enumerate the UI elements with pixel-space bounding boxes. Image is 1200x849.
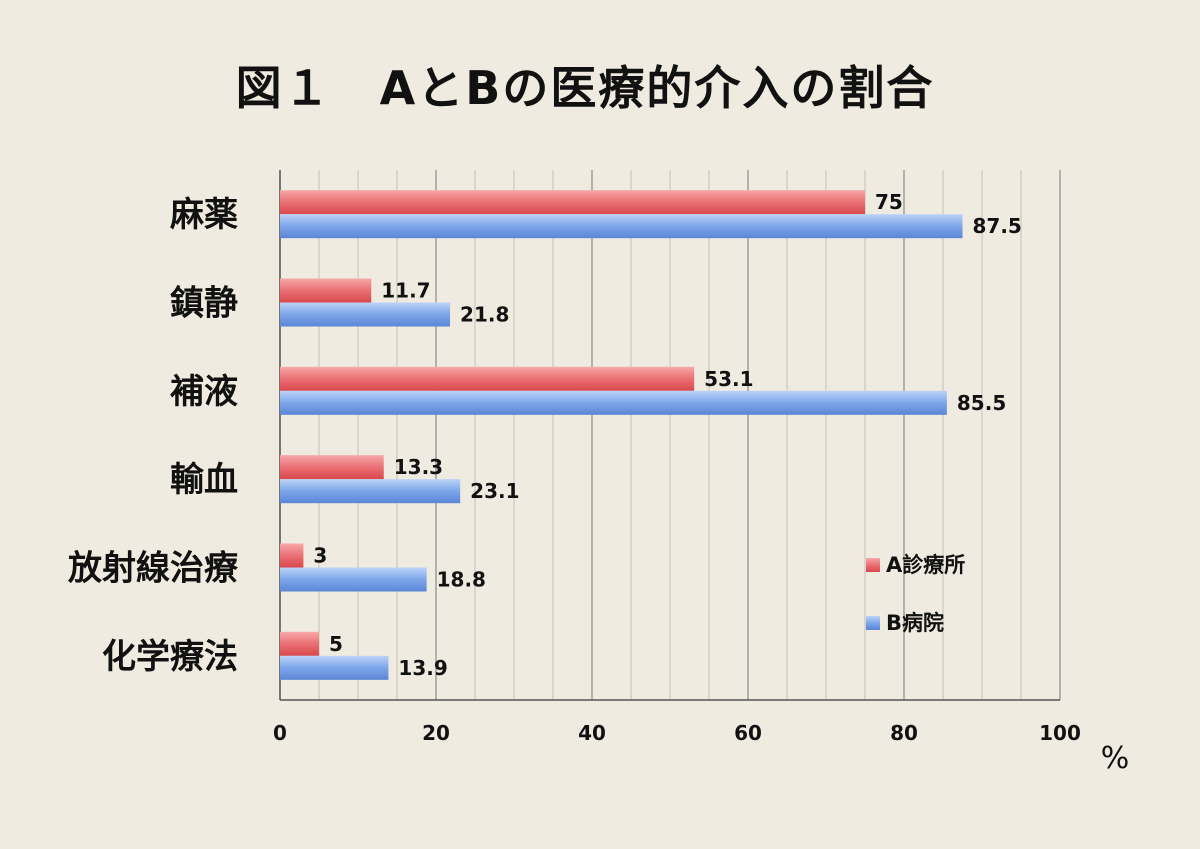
category-label: 麻薬 — [170, 195, 238, 235]
data-label: 18.8 — [437, 568, 486, 592]
data-label: 3 — [313, 544, 327, 568]
bar — [280, 390, 947, 415]
data-label: 13.9 — [398, 656, 447, 680]
bar — [280, 543, 304, 568]
category-label: 鎮静 — [170, 284, 238, 324]
bar — [280, 214, 963, 239]
data-label: 75 — [875, 190, 903, 214]
data-label: 5 — [329, 632, 343, 656]
gridlines — [279, 170, 1061, 701]
bar — [280, 655, 389, 680]
bar — [280, 567, 427, 592]
x-tick-label: 60 — [734, 721, 762, 745]
x-tick-label: 20 — [422, 721, 450, 745]
category-label: 放射線治療 — [68, 549, 239, 589]
data-label: 13.3 — [394, 455, 443, 479]
legend-label: B病院 — [886, 611, 944, 635]
bar — [280, 631, 319, 656]
x-axis-unit: % — [1101, 741, 1130, 776]
bar — [280, 278, 372, 303]
legend: A診療所 B病院 — [866, 553, 965, 635]
bar — [280, 479, 461, 504]
data-label: 21.8 — [460, 303, 509, 327]
bar — [280, 302, 451, 327]
x-tick-label: 40 — [578, 721, 606, 745]
bar — [280, 455, 384, 480]
data-label: 87.5 — [973, 214, 1022, 238]
bar — [280, 190, 865, 215]
data-label: 85.5 — [957, 391, 1006, 415]
category-label: 補液 — [170, 372, 238, 412]
data-label: 11.7 — [381, 279, 430, 303]
legend-label: A診療所 — [886, 553, 965, 577]
data-label: 23.1 — [470, 479, 519, 503]
category-label: 化学療法 — [102, 637, 238, 677]
labels: 0 20 40 60 80 100% 麻薬 75 87.5 鎮静 11.7 21.8 補液 53.1 85.… — [68, 190, 1129, 776]
data-label: 53.1 — [704, 367, 753, 391]
x-tick-label: 0 — [273, 721, 287, 745]
x-tick-label: 80 — [890, 721, 918, 745]
chart-title: 図１ AとBの医療的介入の割合 — [235, 61, 935, 115]
x-tick-label: 100 — [1039, 721, 1081, 745]
legend-swatch — [866, 558, 880, 572]
bar — [280, 366, 695, 391]
bars — [280, 190, 963, 680]
category-label: 輸血 — [170, 460, 238, 500]
legend-swatch — [866, 616, 880, 630]
